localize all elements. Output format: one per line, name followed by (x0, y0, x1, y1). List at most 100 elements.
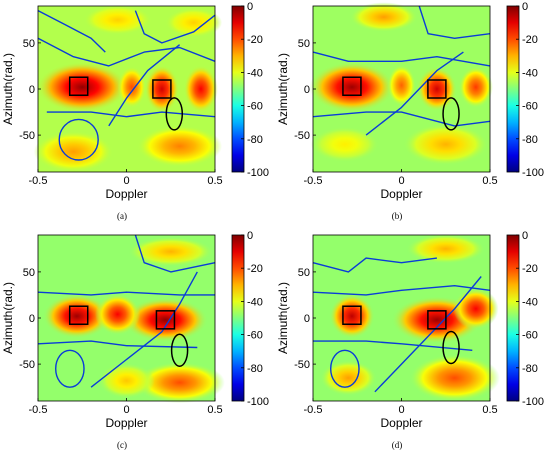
sidelobe-3 (183, 65, 218, 113)
sidelobe-3 (94, 293, 141, 335)
null-curve-1 (312, 51, 491, 67)
x-tick-label: -0.5 (304, 404, 323, 416)
x-axis-label: Doppler (380, 187, 422, 201)
sidelobe-1 (36, 62, 128, 113)
panel-c: -0.5 0 0.5 50 0 -50 Doppler Azimuth(rad.) 0 -20 -4… (0, 229, 275, 458)
highlight-ellipse (170, 333, 189, 368)
null-curve-2 (313, 340, 473, 351)
colorbar-tick-label: 0 (247, 230, 253, 242)
x-tick-label: 0 (123, 175, 129, 187)
sidelobe-4 (134, 361, 225, 404)
null-loop-1 (55, 349, 85, 388)
colorbar-tick-label: -80 (247, 363, 263, 375)
sidelobe-1 (42, 294, 111, 339)
sidelobe-1 (329, 294, 375, 339)
x-tick-label: 0 (123, 404, 129, 416)
sidelobe-3 (458, 66, 493, 108)
colorbar-tick-label: -100 (522, 167, 544, 179)
heatmap-plot-area (312, 234, 500, 402)
null-curve-1 (312, 285, 491, 296)
null-curve-4 (134, 234, 216, 273)
null-curve-3 (374, 276, 482, 393)
null-curve-3 (365, 51, 464, 136)
x-tick-label: 0.5 (482, 175, 497, 187)
y-axis-label: Azimuth(rad.) (276, 53, 290, 125)
colorbar-tick-label: -20 (247, 34, 263, 46)
colorbar-tick-label: -80 (522, 363, 538, 375)
caption-a: (a) (117, 211, 127, 221)
y-tick-label: 50 (23, 38, 35, 50)
null-loop-1 (330, 349, 360, 388)
sidelobe-7 (83, 5, 152, 35)
target-marker-2 (155, 310, 176, 330)
null-curve-2 (46, 111, 216, 118)
y-tick-label: 50 (298, 38, 310, 50)
y-tick-label: 0 (304, 313, 310, 325)
sidelobe-5 (320, 360, 377, 396)
colorbar-tick-label: -60 (522, 330, 538, 342)
null-curve-3 (108, 44, 181, 127)
x-tick-label: -0.5 (29, 175, 48, 187)
colorbar (506, 234, 520, 402)
y-axis-label: Azimuth(rad.) (1, 282, 15, 354)
y-tick-label: -50 (294, 130, 310, 142)
sidelobe-3 (453, 288, 499, 330)
null-curve-2 (312, 111, 491, 127)
x-tick-label: -0.5 (304, 175, 323, 187)
colorbar-tick-label: 0 (247, 1, 253, 13)
null-curve-2 (37, 340, 198, 349)
colorbar (506, 5, 520, 173)
x-tick-label: 0.5 (207, 404, 222, 416)
heatmap-plot-area (37, 234, 225, 404)
y-tick-label: 50 (298, 267, 310, 279)
heatmap-plot-area (309, 2, 493, 172)
y-axis-label: Azimuth(rad.) (276, 282, 290, 354)
colorbar-tick-label: -20 (247, 263, 263, 275)
panel-d: -0.5 0 0.5 50 0 -50 Doppler Azimuth(rad.) 0 -20 -4… (275, 229, 550, 458)
colorbar-tick-label: -100 (247, 167, 269, 179)
colorbar-tick-label: 0 (522, 230, 528, 242)
x-tick-label: -0.5 (29, 404, 48, 416)
target-marker-1 (68, 305, 89, 325)
y-tick-label: -50 (19, 359, 35, 371)
sidelobe-4 (387, 64, 416, 106)
sidelobe-5 (33, 131, 114, 173)
colorbar-tick-label: -80 (247, 134, 263, 146)
colorbar-tick-label: -60 (247, 330, 263, 342)
y-tick-label: 50 (23, 267, 35, 279)
colorbar-tick-label: -80 (522, 134, 538, 146)
sidelobe-6 (128, 236, 214, 267)
target-marker-1 (342, 305, 362, 325)
null-loop-1 (58, 118, 99, 161)
sidelobe-5 (98, 363, 155, 399)
highlight-ellipse (442, 97, 460, 131)
caption-c: (c) (117, 440, 127, 450)
target-marker-1 (342, 76, 362, 96)
sidelobe-2 (144, 65, 179, 113)
null-curve-1 (37, 291, 215, 296)
x-tick-label: 0 (398, 404, 404, 416)
colorbar-tick-label: -40 (522, 296, 538, 308)
caption-d: (d) (391, 440, 403, 450)
x-tick-label: 0.5 (482, 404, 497, 416)
colorbar-tick-label: -40 (247, 296, 263, 308)
y-tick-label: 0 (29, 313, 35, 325)
x-tick-label: 0.5 (207, 175, 222, 187)
colorbar-tick-label: -60 (522, 101, 538, 113)
y-tick-label: -50 (294, 359, 310, 371)
null-curve-1 (37, 37, 216, 67)
y-axis-label: Azimuth(rad.) (1, 53, 15, 125)
target-marker-2 (427, 310, 447, 330)
target-marker-2 (152, 79, 172, 99)
target-marker-2 (427, 79, 447, 99)
colorbar-tick-label: 0 (522, 1, 528, 13)
sidelobe-1 (309, 62, 395, 113)
highlight-ellipse (442, 330, 460, 365)
heatmap-plot-area (33, 5, 223, 173)
null-curve-4 (312, 257, 437, 273)
sidelobe-6 (406, 234, 486, 264)
y-tick-label: 0 (304, 84, 310, 96)
null-curve-3 (90, 271, 198, 388)
sidelobe-5 (349, 2, 418, 32)
